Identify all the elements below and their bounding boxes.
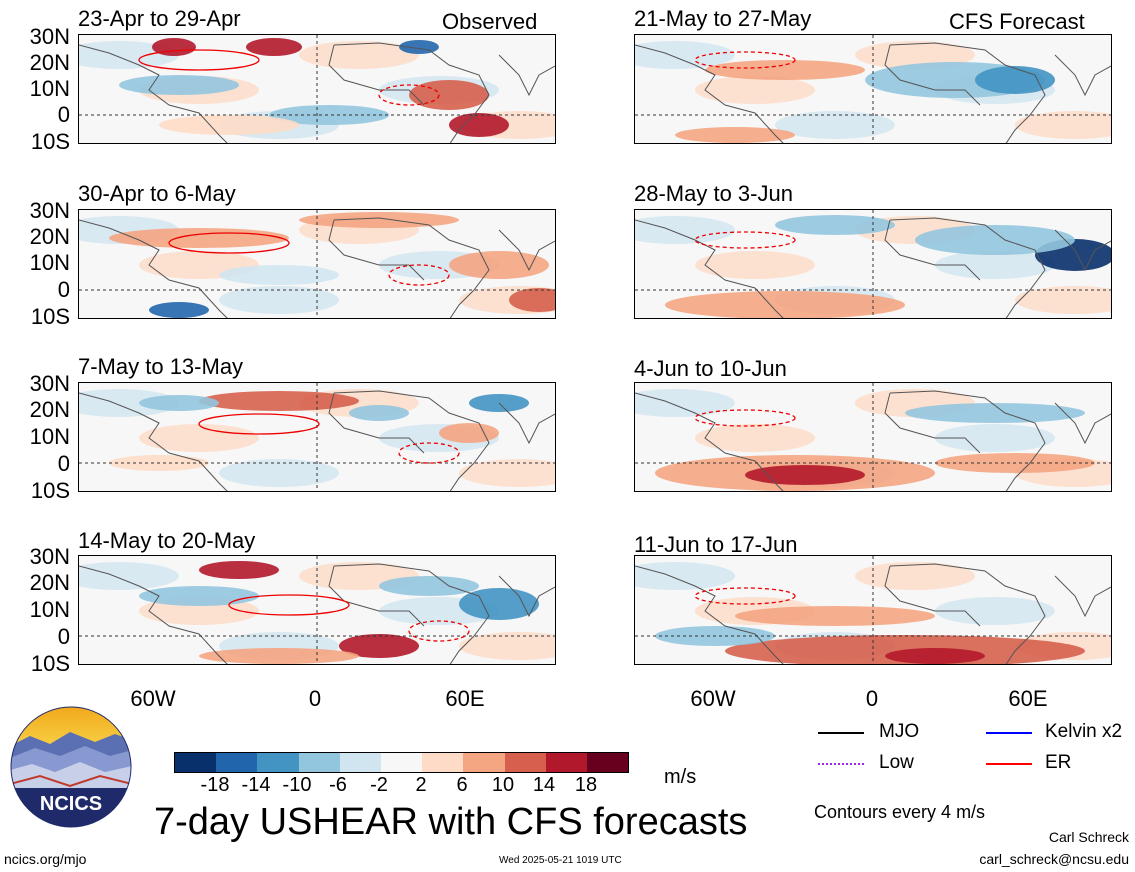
map-panel [78,34,556,144]
lat-label: 0 [57,451,70,476]
map-panel [78,209,556,319]
colorbar-swatch [545,753,587,772]
map-plot [635,556,1111,664]
colorbar-swatch [175,753,217,772]
colorbar-label: 18 [574,774,598,796]
lat-label: 20N [29,397,70,422]
colorbar-swatch [463,753,505,772]
panel-title: 23-Apr to 29-Apr [78,6,241,31]
colorbar-label: -6 [329,774,347,796]
colorbar-swatch [380,753,423,772]
lon-label: 0 [308,686,322,711]
legend-swatch-low [818,763,864,765]
legend-swatch-er [986,763,1032,765]
lon-label: 60W [690,686,736,711]
map-panel [634,555,1112,665]
panel-title: 21-May to 27-May [634,6,812,31]
panel-tag: CFS Forecast [949,9,1085,34]
colorbar-swatch [257,753,299,772]
lat-label: 10N [29,597,70,622]
colorbar-label: 14 [532,774,556,796]
colorbar-label: 2 [415,774,427,796]
colorbar-swatch [216,753,258,772]
panel-title: 4-Jun to 10-Jun [634,356,787,381]
colorbar-label: 10 [491,774,515,796]
lat-label: 30N [29,24,70,49]
legend-swatch-mjo [818,732,864,734]
colorbar-label: -14 [241,774,271,796]
lat-label: 0 [57,277,70,302]
map-panel [78,382,556,492]
map-plot [79,556,555,664]
lat-label: 20N [29,570,70,595]
map-panel [634,382,1112,492]
lat-label: 30N [29,198,70,223]
lat-label: 30N [29,371,70,396]
lat-label: 10S [30,129,70,154]
legend-label: Low [879,752,914,773]
colorbar-swatch [298,753,340,772]
legend-label: Kelvin x2 [1045,721,1123,742]
footer-timestamp: Wed 2025-05-21 1019 UTC [499,855,622,866]
lat-label: 10S [30,651,70,676]
map-plot [635,35,1111,143]
lat-label: 10N [29,424,70,449]
legend-swatch-kelvin [986,732,1032,734]
lon-label: 60E [445,686,485,711]
figure-title: 7-day USHEAR with CFS forecasts [154,801,748,843]
lat-label: 10S [30,304,70,329]
map-panel [634,34,1112,144]
map-panel [634,209,1112,319]
colorbar-label: -18 [200,774,230,796]
map-plot [79,35,555,143]
legend-label: MJO [879,721,920,742]
colorbar-label: 6 [456,774,468,796]
lat-label: 20N [29,50,70,75]
panel-title: 28-May to 3-Jun [634,181,793,206]
legend-label: ER [1045,752,1072,773]
lat-label: 10N [29,250,70,275]
panel-tag: Observed [442,9,538,34]
colorbar-swatch [504,753,546,772]
map-plot [635,210,1111,318]
colorbar-units: m/s [664,766,697,788]
logo-text: NCICS [40,793,102,815]
panel-title: 14-May to 20-May [78,528,256,553]
colorbar-swatch [586,753,629,772]
lon-label: 0 [865,686,879,711]
map-plot [79,383,555,491]
footer-email[interactable]: carl_schreck@ncsu.edu [979,851,1129,867]
lat-label: 0 [57,624,70,649]
lat-label: 10N [29,76,70,101]
contour-note: Contours every 4 m/s [814,802,986,822]
lat-label: 10S [30,478,70,503]
footer-url[interactable]: ncics.org/mjo [4,851,87,867]
lat-label: 20N [29,224,70,249]
panel-title: 30-Apr to 6-May [78,181,236,206]
footer-author: Carl Schreck [1048,829,1129,845]
colorbar-swatch [339,753,381,772]
map-plot [635,383,1111,491]
colorbar-swatch [422,753,464,772]
lon-label: 60E [1008,686,1048,711]
map-plot [79,210,555,318]
lat-label: 0 [57,102,70,127]
lon-label: 60W [130,686,176,711]
panel-title: 11-Jun to 17-Jun [634,532,798,557]
ncics-logo: NCICS [10,706,132,828]
panel-title: 7-May to 13-May [78,354,244,379]
colorbar-label: -2 [370,774,388,796]
lat-label: 30N [29,544,70,569]
colorbar [174,752,630,773]
map-panel [78,555,556,665]
colorbar-label: -10 [282,774,312,796]
